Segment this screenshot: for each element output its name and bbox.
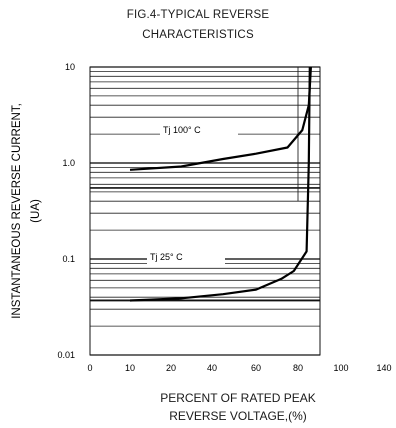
x-tick-label: 20 <box>166 363 176 373</box>
y-tick-label: 0.01 <box>57 350 75 360</box>
series-label-tj-25c: Tj 25° C <box>150 252 183 262</box>
x-axis-label-line2: REVERSE VOLTAGE,(%) <box>169 409 307 423</box>
x-tick-label: 100 <box>333 363 348 373</box>
x-tick-label: 10 <box>125 363 135 373</box>
y-tick-label: 0.1 <box>62 254 75 264</box>
x-tick-label: 0 <box>87 363 92 373</box>
x-tick-label: 80 <box>293 363 303 373</box>
x-tick-label: 140 <box>376 363 391 373</box>
plot-frame <box>89 66 321 356</box>
y-tick-label: 10 <box>65 62 75 72</box>
y-axis-label-line1: INSTANTANEOUS REVERSE CURRENT, <box>11 103 23 319</box>
grid-lines <box>90 66 320 356</box>
series-label-bg <box>160 122 238 137</box>
y-tick-label: 1.0 <box>62 158 75 168</box>
series-label-tj-100c: Tj 100° C <box>163 125 201 135</box>
labels-layer: Tj 100° C Tj 25° C <box>147 122 238 264</box>
tick-labels: 0 10 20 40 60 80 100 140 10 1.0 0.1 0.01 <box>57 62 391 373</box>
x-axis-label-line1: PERCENT OF RATED PEAK <box>160 391 316 405</box>
chart-subtitle: CHARACTERISTICS <box>142 29 254 41</box>
series-line-tj-100c <box>129 66 312 171</box>
series-line-tj-25c <box>129 66 311 302</box>
series-layer <box>129 66 312 302</box>
chart-title: FIG.4-TYPICAL REVERSE <box>126 9 270 21</box>
y-axis-label: INSTANTANEOUS REVERSE CURRENT, (UA) <box>11 103 42 319</box>
x-tick-label: 40 <box>207 363 217 373</box>
y-axis-label-line2: (UA) <box>30 199 42 223</box>
x-tick-label: 60 <box>251 363 261 373</box>
series-label-bg <box>147 249 225 264</box>
